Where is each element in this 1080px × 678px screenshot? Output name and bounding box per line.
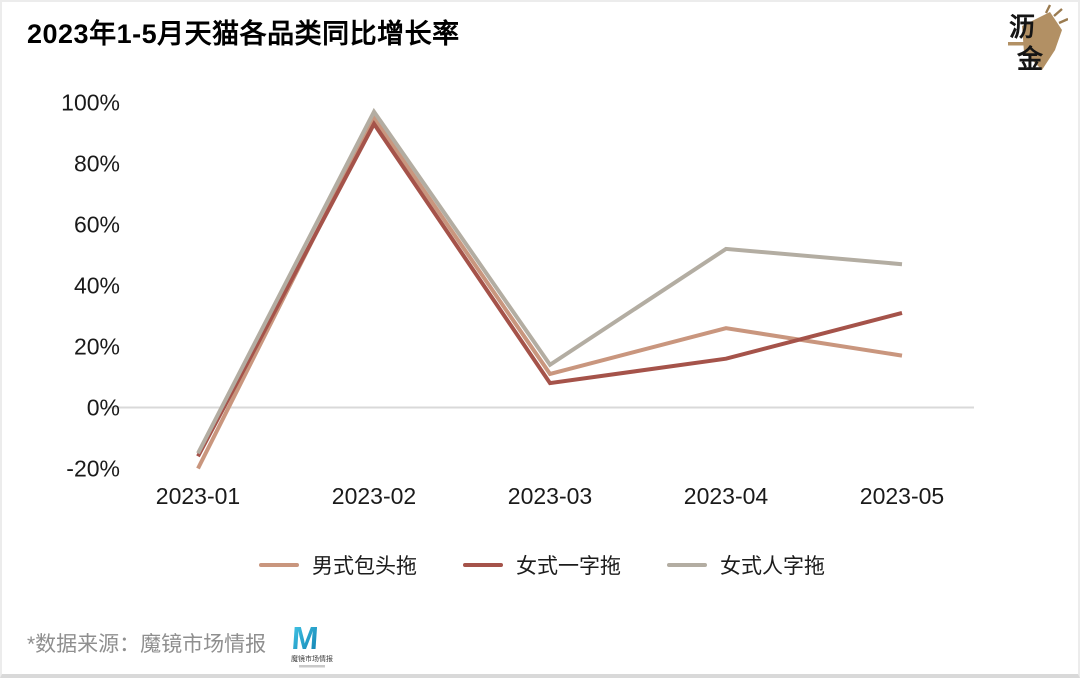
x-axis-tick-label: 2023-03 <box>508 483 592 509</box>
x-axis-tick-label: 2023-05 <box>860 483 944 509</box>
y-axis-tick-label: 40% <box>74 273 120 299</box>
y-axis-tick-label: 100% <box>61 90 120 116</box>
moojing-logo-url-strip <box>299 665 326 668</box>
chart-area: 100% 80% 60% 40% 20% 0% -20% 2023-01 2023-02 2023… <box>2 62 1078 522</box>
brand-logo-lijin-icon: 沥 金 <box>1008 4 1068 74</box>
x-axis-tick-label: 2023-02 <box>332 483 416 509</box>
y-axis-tick-label: 60% <box>74 212 120 238</box>
legend-label: 女式人字拖 <box>720 555 825 578</box>
y-axis-tick-label: 80% <box>74 151 120 177</box>
moojing-logo-name: 魔镜市场情报 <box>291 654 333 663</box>
footer: *数据来源：魔镜市场情报 M 魔镜市场情报 <box>27 620 340 674</box>
legend-swatch-icon <box>259 563 299 567</box>
brand-rays-icon <box>1044 4 1068 25</box>
brand-char-bottom: 金 <box>1016 44 1044 74</box>
legend-item: 男式包头拖 <box>259 550 417 580</box>
brand-gold-shard-icon <box>1022 12 1062 70</box>
series-line-女式一字拖 <box>196 120 903 458</box>
moojing-m-letter: M <box>291 620 320 656</box>
legend-label: 男式包头拖 <box>312 555 417 578</box>
legend-swatch-icon <box>463 563 503 567</box>
legend-swatch-icon <box>667 563 707 567</box>
brand-microtext-strip <box>1008 42 1038 46</box>
series-line-男式包头拖 <box>196 113 903 470</box>
series-line-女式人字拖 <box>196 107 903 455</box>
y-axis-tick-label: 20% <box>74 334 120 360</box>
x-axis-tick-label: 2023-04 <box>684 483 769 509</box>
legend-label: 女式一字拖 <box>516 555 621 578</box>
line-chart: 100% 80% 60% 40% 20% 0% -20% 2023-01 2023-02 2023… <box>61 90 974 509</box>
legend-item: 女式一字拖 <box>463 550 621 580</box>
legend-item: 女式人字拖 <box>667 550 825 580</box>
data-source-note: *数据来源：魔镜市场情报 <box>27 633 267 656</box>
y-axis-tick-label: 0% <box>87 395 120 421</box>
page-title: 2023年1-5月天猫各品类同比增长率 <box>27 19 460 49</box>
x-axis-tick-label: 2023-01 <box>156 483 240 509</box>
chart-legend: 男式包头拖 女式一字拖 女式人字拖 <box>2 550 1078 580</box>
moojing-logo-icon: M 魔镜市场情报 <box>291 620 333 668</box>
brand-char-top: 沥 <box>1009 12 1035 42</box>
y-axis-tick-label: -20% <box>66 456 120 482</box>
